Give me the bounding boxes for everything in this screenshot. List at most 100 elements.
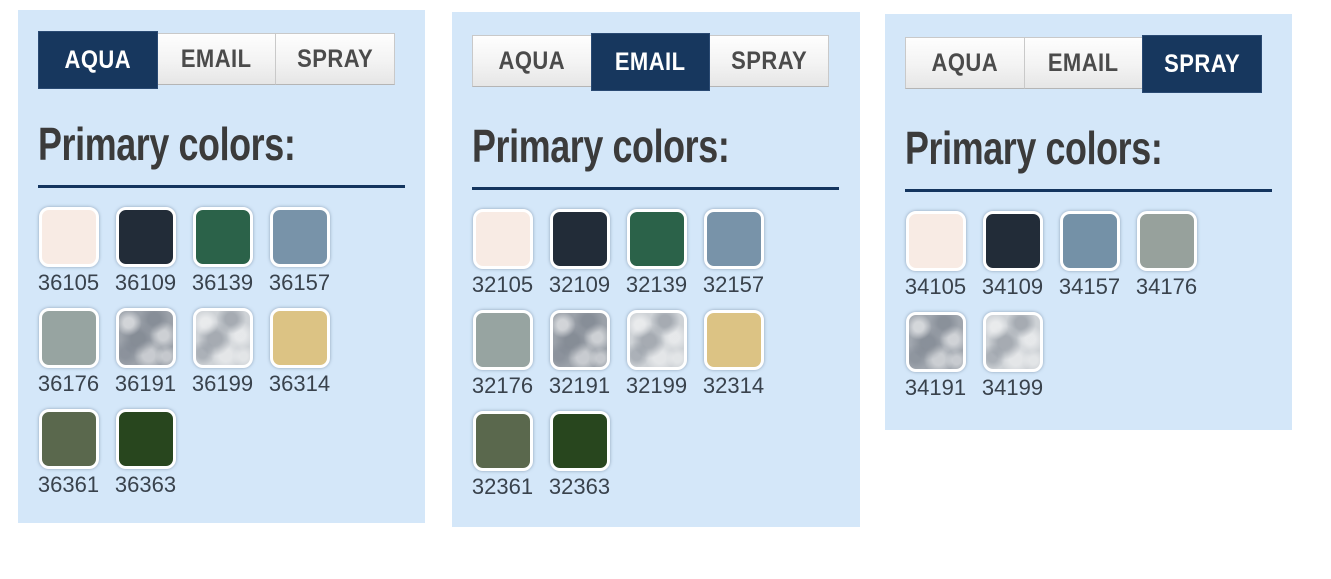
color-code: 32176 xyxy=(471,372,534,398)
color-code: 34191 xyxy=(904,374,967,400)
color-code: 32139 xyxy=(625,271,688,297)
color-swatch-36363 xyxy=(115,408,176,469)
swatch-cell: 32363 xyxy=(548,410,611,500)
swatch-cell: 34105 xyxy=(904,210,967,300)
color-swatch-36109 xyxy=(115,206,176,267)
color-code: 32191 xyxy=(548,372,611,398)
color-swatch-36105 xyxy=(38,206,99,267)
tab-bar: AQUA EMAIL SPRAY xyxy=(472,33,830,93)
color-code: 32105 xyxy=(471,271,534,297)
color-swatch-34109 xyxy=(982,210,1043,271)
color-swatch-36361 xyxy=(38,408,99,469)
tab-bar: AQUA EMAIL SPRAY xyxy=(905,35,1263,95)
color-code: 32199 xyxy=(625,372,688,398)
swatch-cell: 34191 xyxy=(904,311,967,401)
color-code: 36314 xyxy=(268,370,331,396)
swatch-cell: 32105 xyxy=(471,208,534,298)
tab-label: EMAIL xyxy=(1048,48,1119,77)
tab-spray[interactable]: SPRAY xyxy=(1142,35,1263,93)
swatch-cell: 32191 xyxy=(548,309,611,399)
tab-aqua[interactable]: AQUA xyxy=(472,35,592,87)
color-swatch-36199 xyxy=(192,307,253,368)
heading-divider xyxy=(472,186,839,190)
swatch-cell: 32176 xyxy=(471,309,534,399)
panel-email: AQUA EMAIL SPRAY Primary colors: 32105 3210… xyxy=(452,12,860,527)
tab-aqua[interactable]: AQUA xyxy=(905,37,1025,89)
swatch-cell: 36157 xyxy=(268,206,331,296)
tab-label: AQUA xyxy=(64,45,132,74)
swatch-cell: 34199 xyxy=(981,311,1044,401)
color-swatch-36191 xyxy=(115,307,176,368)
color-code: 32314 xyxy=(702,372,765,398)
color-swatch-32191 xyxy=(549,309,610,370)
panel-heading: Primary colors: xyxy=(38,118,405,171)
tab-label: SPRAY xyxy=(297,44,374,73)
tab-spray[interactable]: SPRAY xyxy=(709,35,830,87)
swatch-cell: 36199 xyxy=(191,307,254,397)
color-code: 32109 xyxy=(548,271,611,297)
tab-email[interactable]: EMAIL xyxy=(1023,37,1144,89)
swatch-cell: 36176 xyxy=(38,307,99,397)
color-swatch-34176 xyxy=(1136,210,1197,271)
swatch-cell: 36139 xyxy=(191,206,254,296)
color-code: 32363 xyxy=(548,473,611,499)
swatch-cell: 36363 xyxy=(114,408,177,498)
color-swatch-32105 xyxy=(472,208,533,269)
tab-label: EMAIL xyxy=(181,44,252,73)
color-swatch-34199 xyxy=(982,311,1043,372)
tab-email[interactable]: EMAIL xyxy=(156,33,277,85)
swatch-cell: 34176 xyxy=(1135,210,1198,300)
color-code: 34176 xyxy=(1135,273,1198,299)
swatch-cell: 32139 xyxy=(625,208,688,298)
swatch-grid: 36105 36109 36139 36157 36176 36191 36199 36314… xyxy=(37,206,405,498)
color-code: 34199 xyxy=(981,374,1044,400)
tab-label: EMAIL xyxy=(615,47,686,76)
tab-aqua[interactable]: AQUA xyxy=(38,31,158,89)
swatch-grid: 32105 32109 32139 32157 32176 32191 32199 32314… xyxy=(471,208,840,500)
tab-label: SPRAY xyxy=(731,46,808,75)
swatch-cell: 36109 xyxy=(114,206,177,296)
color-swatch-32157 xyxy=(703,208,764,269)
tab-spray[interactable]: SPRAY xyxy=(275,33,396,85)
swatch-grid: 34105 34109 34157 34176 34191 34199 xyxy=(904,210,1272,401)
color-code: 34105 xyxy=(904,273,967,299)
panel-spray: AQUA EMAIL SPRAY Primary colors: 34105 3410… xyxy=(885,14,1292,430)
color-swatch-32314 xyxy=(703,309,764,370)
swatch-cell: 32314 xyxy=(702,309,765,399)
color-swatch-32363 xyxy=(549,410,610,471)
swatch-cell: 34109 xyxy=(982,210,1043,300)
panel-heading-text: Primary colors: xyxy=(472,120,730,172)
color-code: 36199 xyxy=(191,370,254,396)
swatch-cell: 36314 xyxy=(268,307,331,397)
color-code: 36363 xyxy=(114,471,177,497)
color-code: 36139 xyxy=(191,269,254,295)
color-swatch-36314 xyxy=(269,307,330,368)
color-swatch-32109 xyxy=(549,208,610,269)
color-swatch-32199 xyxy=(626,309,687,370)
color-code: 36157 xyxy=(268,269,331,295)
color-code: 32157 xyxy=(702,271,765,297)
panel-heading-text: Primary colors: xyxy=(905,122,1163,174)
color-code: 36105 xyxy=(37,269,100,295)
swatch-cell: 36191 xyxy=(115,307,176,397)
panel-aqua: AQUA EMAIL SPRAY Primary colors: 36105 3610… xyxy=(18,10,425,523)
panel-heading: Primary colors: xyxy=(472,120,840,173)
color-swatch-32139 xyxy=(626,208,687,269)
color-swatch-32361 xyxy=(472,410,533,471)
color-swatch-36176 xyxy=(38,307,99,368)
swatch-cell: 34157 xyxy=(1058,210,1121,300)
panel-heading: Primary colors: xyxy=(905,122,1272,175)
color-swatch-34157 xyxy=(1059,210,1120,271)
tab-email[interactable]: EMAIL xyxy=(590,33,711,91)
color-code: 32361 xyxy=(471,473,534,499)
swatch-cell: 36361 xyxy=(37,408,100,498)
color-code: 36109 xyxy=(114,269,177,295)
swatch-cell: 36105 xyxy=(37,206,100,296)
swatch-cell: 32109 xyxy=(548,208,611,298)
color-code: 36361 xyxy=(37,471,100,497)
swatch-cell: 32199 xyxy=(625,309,688,399)
color-swatch-34105 xyxy=(905,210,966,271)
color-code: 34157 xyxy=(1058,273,1121,299)
swatch-cell: 32157 xyxy=(702,208,765,298)
swatch-cell: 32361 xyxy=(471,410,534,500)
